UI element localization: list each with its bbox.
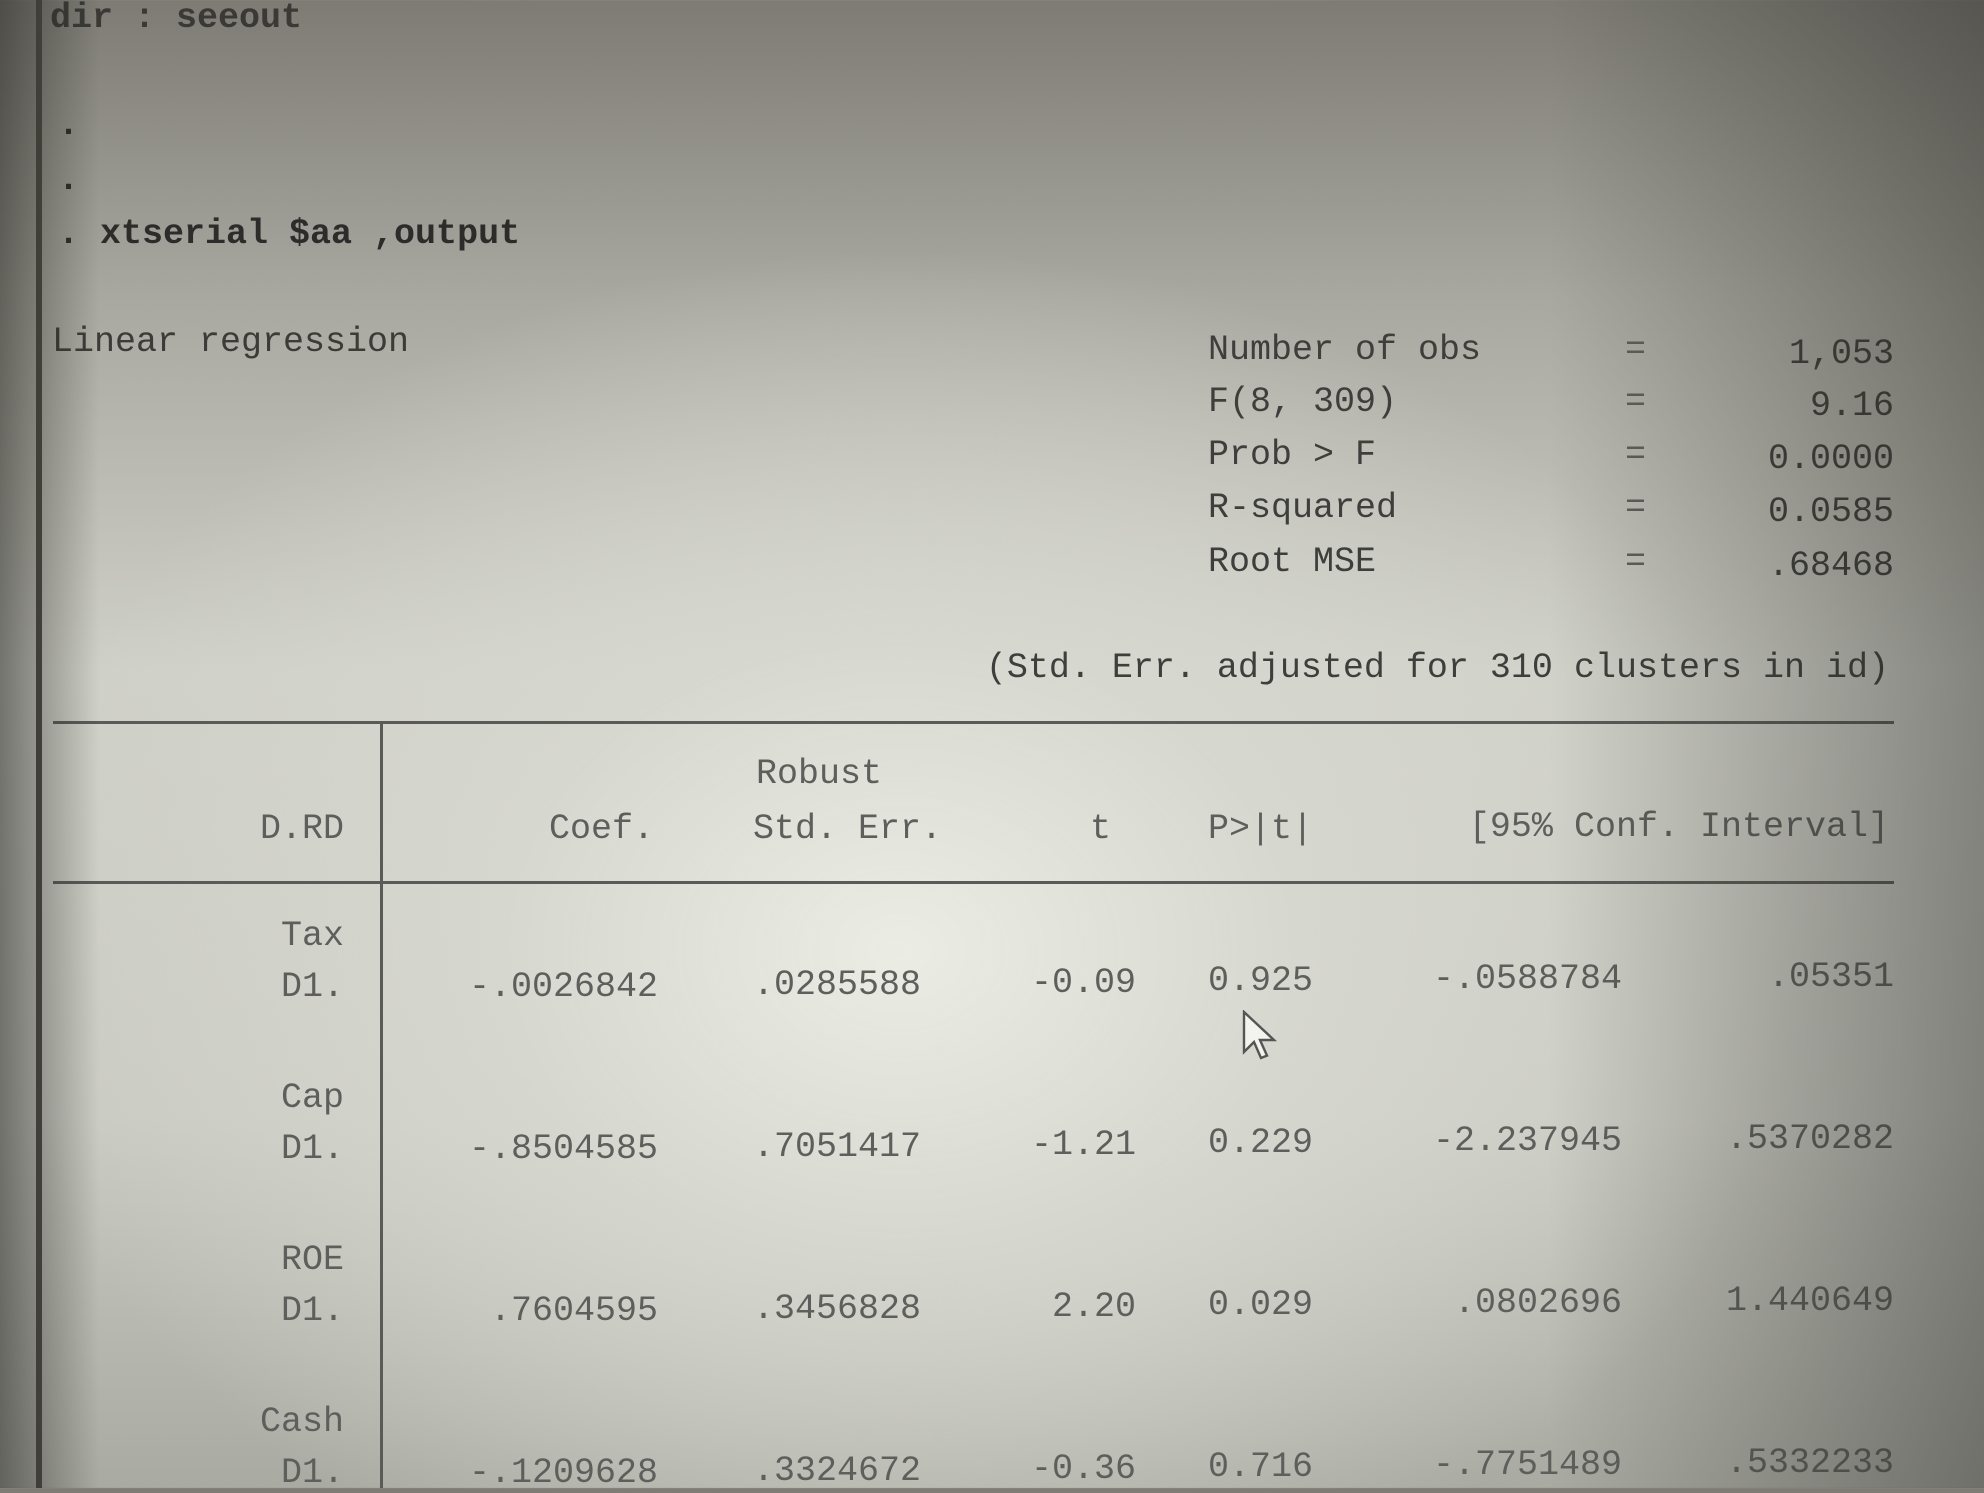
row-operator: D1. [280, 1129, 344, 1169]
row-operator: D1. [280, 967, 344, 1007]
cell-coef: .7604595 [489, 1291, 658, 1331]
cell-coef: -.1209628 [468, 1453, 658, 1493]
stat-label: Prob > F [1208, 435, 1377, 475]
cell-t: 2.20 [1051, 1287, 1136, 1327]
stat-equals: = [1625, 382, 1647, 422]
row-variable: ROE [280, 1240, 344, 1280]
cell-se: .3324672 [752, 1451, 921, 1491]
clusters-note: (Std. Err. adjusted for 310 clusters in … [985, 648, 1889, 688]
row-variable: Cash [259, 1402, 344, 1442]
stat-label: Root MSE [1208, 542, 1377, 582]
cell-coef: -.8504585 [468, 1129, 658, 1169]
header-std-err: Std. Err. [752, 809, 942, 849]
header-p: P>|t| [1208, 809, 1314, 849]
cell-p: 0.925 [1208, 961, 1314, 1001]
cell-hi: .5332233 [1725, 1443, 1894, 1483]
cell-se: .7051417 [752, 1127, 921, 1167]
stat-equals: = [1625, 488, 1647, 528]
empty-command-dot: . [58, 105, 80, 145]
stat-value: 0.0000 [1767, 439, 1894, 479]
header-depvar: D.RD [259, 809, 344, 849]
window-left-border [36, 0, 42, 1488]
cell-se: .0285588 [752, 965, 921, 1005]
stat-label: R-squared [1208, 488, 1398, 528]
cell-coef: -.0026842 [468, 967, 658, 1007]
cell-lo: .0802696 [1453, 1283, 1622, 1323]
cell-t: -0.36 [1030, 1449, 1136, 1489]
stat-value: 0.0585 [1767, 492, 1894, 532]
cell-t: -1.21 [1030, 1125, 1136, 1165]
header-robust: Robust [756, 754, 883, 794]
cell-t: -0.09 [1030, 963, 1136, 1003]
table-column-divider [380, 721, 383, 1488]
cell-se: .3456828 [752, 1289, 921, 1329]
row-variable: Tax [280, 916, 344, 956]
cell-p: 0.716 [1208, 1447, 1314, 1487]
cell-lo: -2.237945 [1432, 1121, 1622, 1161]
cell-p: 0.029 [1208, 1285, 1314, 1325]
stat-label: Number of obs [1208, 330, 1482, 370]
command-line: . xtserial $aa ,output [58, 214, 521, 254]
cell-hi: .05351 [1767, 957, 1894, 997]
cell-lo: -.7751489 [1432, 1445, 1622, 1485]
stat-equals: = [1625, 435, 1647, 475]
cell-p: 0.229 [1208, 1123, 1314, 1163]
row-variable: Cap [280, 1078, 344, 1118]
table-top-rule [53, 721, 1894, 724]
stat-equals: = [1625, 330, 1647, 370]
empty-command-dot: . [58, 160, 80, 200]
cell-lo: -.0588784 [1432, 959, 1622, 999]
regression-title: Linear regression [52, 322, 410, 362]
stat-value: 1,053 [1788, 334, 1894, 374]
stat-label: F(8, 309) [1208, 382, 1398, 422]
previous-command: dir : seeout [50, 0, 303, 38]
cell-hi: 1.440649 [1725, 1281, 1894, 1321]
header-t: t [1089, 809, 1111, 849]
stat-value: .68468 [1767, 546, 1894, 586]
row-operator: D1. [280, 1291, 344, 1331]
stat-equals: = [1625, 542, 1647, 582]
stat-value: 9.16 [1809, 386, 1894, 426]
table-header-rule [53, 881, 1894, 884]
header-coef: Coef. [548, 809, 654, 849]
mouse-pointer-icon [1242, 1010, 1278, 1060]
row-operator: D1. [280, 1453, 344, 1493]
cell-hi: .5370282 [1725, 1119, 1894, 1159]
header-conf-interval: [95% Conf. Interval] [1468, 807, 1889, 847]
